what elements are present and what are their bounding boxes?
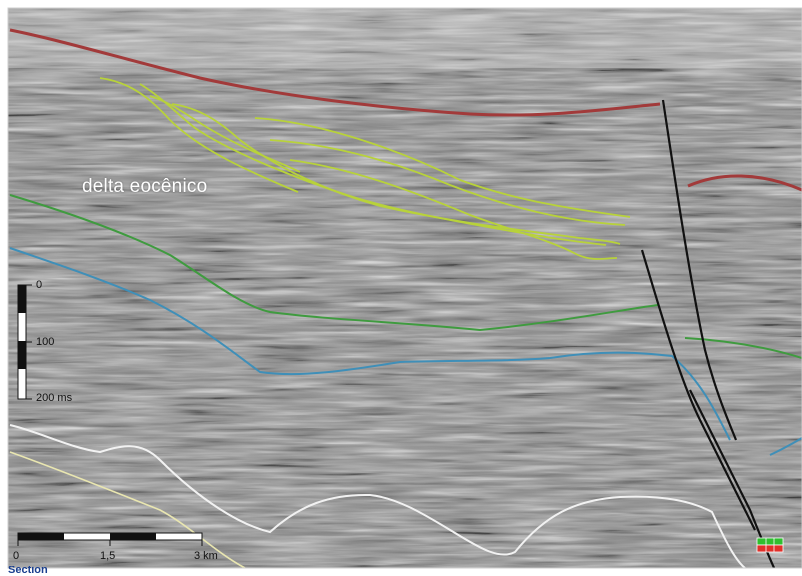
red-horizon-line <box>9 28 661 117</box>
distance-scale-bar <box>17 532 203 546</box>
yellow-horizon-line <box>9 451 246 568</box>
time-scale-bar <box>17 284 32 400</box>
image-frame <box>7 7 802 569</box>
green-horizon-line-right <box>684 337 802 359</box>
blue-horizon-line-right <box>769 437 802 456</box>
delta-clinoforms <box>99 77 631 260</box>
time-tick-100: 100 <box>36 336 55 348</box>
blue-horizon-line <box>9 247 731 441</box>
distance-tick-1-5: 1,5 <box>100 550 116 562</box>
caption-fragment: Section <box>8 566 48 576</box>
delta-annotation-label: delta eocênico <box>82 176 208 197</box>
time-tick-200: 200 ms <box>36 392 73 404</box>
distance-tick-3km: 3 km <box>194 550 218 562</box>
time-tick-0: 0 <box>36 279 43 291</box>
seismic-texture <box>8 8 802 568</box>
green-horizon-line <box>9 194 659 332</box>
layer-indicator-icon <box>756 537 784 553</box>
red-horizon-line-right <box>687 174 802 192</box>
distance-tick-0: 0 <box>13 550 20 562</box>
white-horizon-line <box>9 424 746 568</box>
fault-lines <box>640 99 776 568</box>
